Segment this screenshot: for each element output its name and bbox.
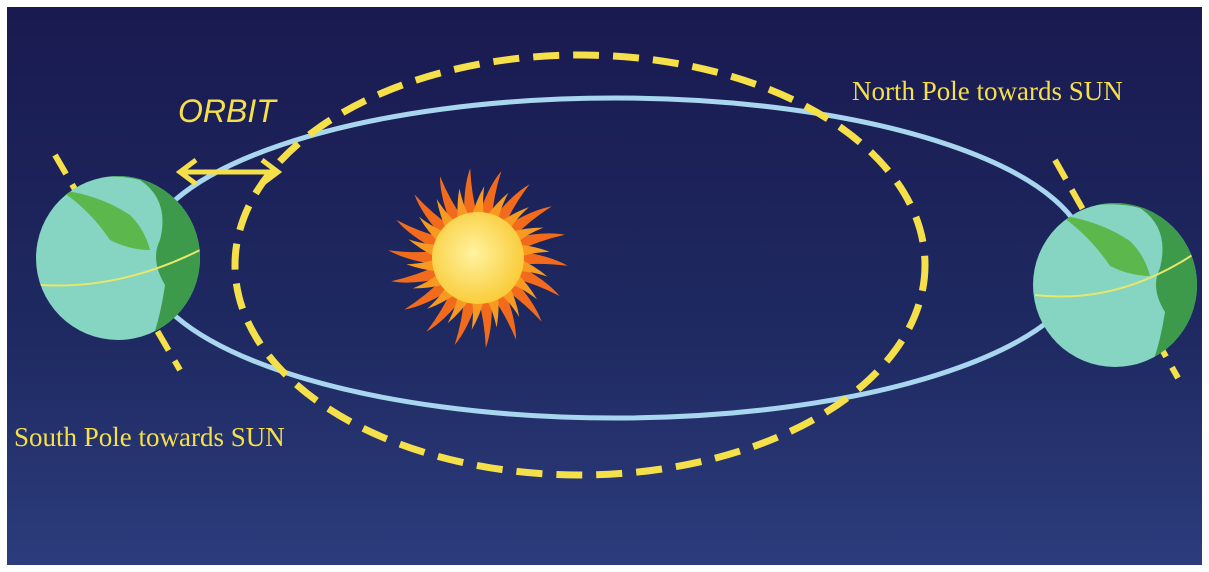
- north-label: North Pole towards SUN: [852, 76, 1123, 106]
- circular-orbit: [231, 51, 929, 479]
- orbit-arrow: [175, 158, 283, 186]
- orbit-label: ORBIT: [178, 93, 278, 129]
- sun-rays: [406, 186, 550, 330]
- earth-right: [1033, 158, 1197, 380]
- south-label: South Pole towards SUN: [14, 422, 285, 452]
- sun-core: [432, 212, 524, 304]
- earth-left: [36, 153, 200, 372]
- sun: [388, 168, 568, 348]
- sun-rays: [388, 168, 568, 348]
